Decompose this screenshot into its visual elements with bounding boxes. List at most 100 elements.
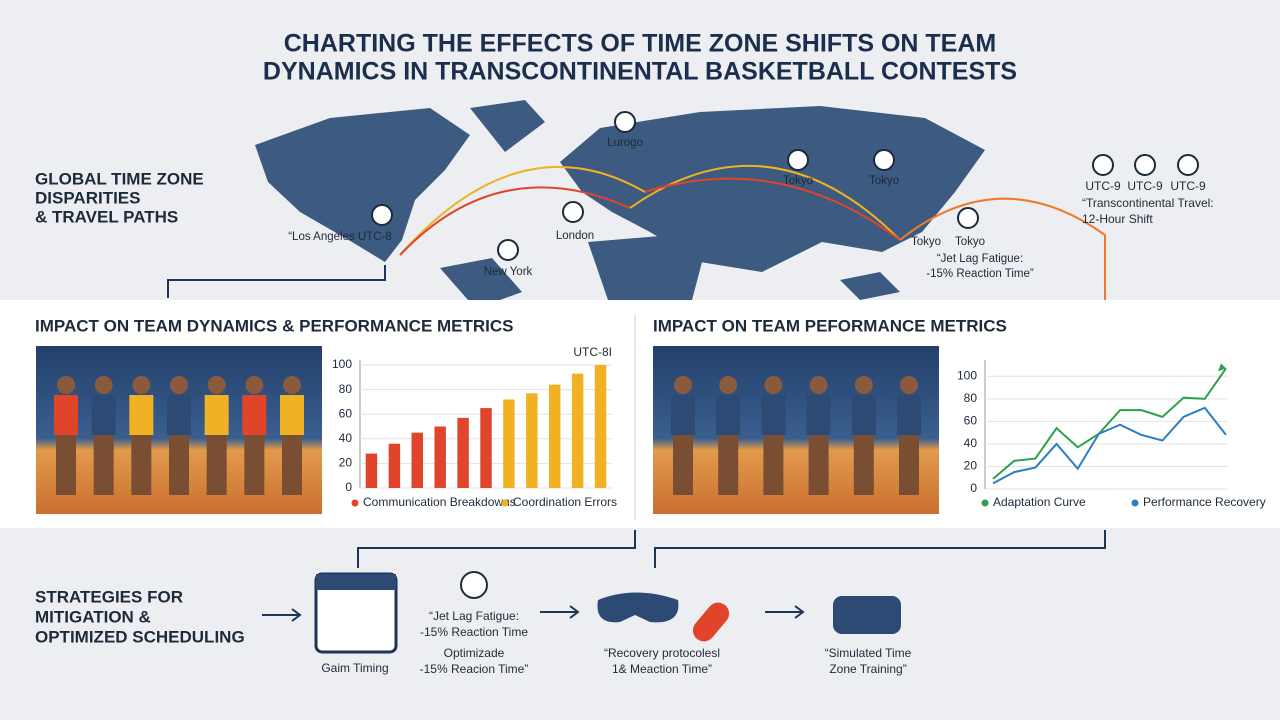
annotation: UTC-8I	[573, 345, 612, 359]
strategy-text: Zone Training”	[829, 662, 906, 676]
section-heading: MITIGATION &	[35, 607, 151, 626]
travel-paths	[167, 164, 1106, 568]
bar	[457, 417, 469, 488]
bar	[365, 453, 378, 488]
bar	[388, 443, 401, 488]
player-legs	[169, 435, 189, 495]
player-head	[283, 376, 301, 394]
map-label: Lurogo	[607, 137, 643, 149]
map-label: Tokyo	[783, 175, 813, 187]
player-head	[900, 376, 918, 394]
player-head	[854, 376, 873, 394]
y-tick-label: 100	[332, 357, 352, 371]
player-legs	[808, 435, 829, 495]
strategy-text: -15% Reacion Time”	[420, 662, 529, 676]
player-head	[170, 376, 188, 394]
player-head	[132, 376, 151, 394]
legend-swatch	[351, 499, 359, 507]
legend-label: Communication Breakdowns	[363, 495, 516, 509]
map-label: New York	[484, 266, 533, 278]
line	[992, 367, 1227, 480]
y-tick-label: 0	[970, 481, 977, 495]
player-legs	[763, 435, 784, 495]
player-legs	[93, 435, 114, 495]
section-heading: & TRAVEL PATHS	[35, 207, 178, 226]
arrow-head	[1218, 363, 1226, 372]
map-label: Tokyo	[955, 236, 985, 248]
strategy-text: Optimizade	[444, 646, 505, 660]
utc-label: UTC-9	[1170, 179, 1206, 193]
map-label: London	[556, 230, 594, 242]
strategy-text: Gaim Timing	[321, 661, 388, 675]
bar	[503, 399, 515, 488]
y-tick-label: 80	[339, 382, 353, 396]
legend-swatch	[981, 499, 989, 507]
player-legs	[131, 435, 152, 495]
player-body	[806, 395, 831, 435]
bar	[434, 426, 446, 488]
section-heading: DISPARITIES	[35, 188, 140, 207]
line	[992, 406, 1227, 485]
y-tick-label: 20	[964, 459, 978, 473]
player-legs	[282, 435, 302, 495]
y-tick-label: 40	[964, 436, 978, 450]
bar	[411, 432, 423, 488]
player-body	[761, 395, 786, 435]
player-legs	[718, 435, 739, 495]
title: CHARTING THE EFFECTS OF TIME ZONE SHIFTS…	[284, 30, 997, 58]
player-legs	[899, 435, 919, 495]
bar	[480, 408, 492, 488]
player-legs	[853, 435, 874, 495]
legend-swatch	[501, 499, 509, 507]
player-head	[94, 376, 113, 394]
player-body	[204, 395, 229, 435]
photos	[36, 346, 939, 514]
player-body	[716, 395, 741, 435]
player-head	[719, 376, 738, 394]
map-note: “Jet Lag Fatigue:	[937, 253, 1023, 265]
y-tick-label: 60	[964, 414, 978, 428]
utc-label: UTC-9	[1127, 179, 1163, 193]
clocks	[371, 111, 1199, 599]
y-tick-label: 0	[345, 480, 352, 494]
player-body	[897, 395, 921, 435]
map-note: -15% Reaction Time”	[926, 268, 1034, 280]
player-body	[54, 395, 78, 435]
player-body	[242, 395, 267, 435]
travel-note: “Transcontinental Travel:	[1082, 196, 1214, 210]
strategy-text: “Simulated Time	[825, 646, 912, 660]
title: DYNAMICS IN TRANSCONTINENTAL BASKETBALL …	[263, 58, 1017, 86]
y-tick-label: 20	[339, 456, 353, 470]
map-label: Tokyo	[869, 175, 899, 187]
strategy-icons	[262, 572, 901, 654]
strategy-text: -15% Reaction Time	[420, 625, 528, 639]
y-tick-label: 100	[957, 368, 977, 382]
player-head	[674, 376, 692, 394]
player-legs	[56, 435, 76, 495]
player-legs	[206, 435, 227, 495]
section-heading: STRATEGIES FOR	[35, 587, 183, 606]
legend-swatch	[1131, 499, 1139, 507]
legend-label: Coordination Errors	[513, 495, 617, 509]
player-head	[809, 376, 828, 394]
player-legs	[673, 435, 693, 495]
bar	[526, 393, 538, 488]
bar	[549, 384, 561, 488]
y-tick-label: 40	[339, 431, 353, 445]
map-label: “Los Angeles UTC-8	[288, 231, 392, 243]
player-head	[207, 376, 226, 394]
player-body	[129, 395, 154, 435]
player-body	[280, 395, 304, 435]
strategy-text: “Recovery protocolesl	[604, 646, 720, 660]
section-heading: OPTIMIZED SCHEDULING	[35, 627, 245, 646]
section-heading: GLOBAL TIME ZONE	[35, 169, 204, 188]
bar	[571, 373, 584, 488]
panel-heading: IMPACT ON TEAM PEFORMANCE METRICS	[653, 316, 1007, 335]
panel-heading: IMPACT ON TEAM DYNAMICS & PERFORMANCE ME…	[35, 316, 514, 335]
y-tick-label: 80	[964, 391, 978, 405]
travel-note: 12-Hour Shift	[1082, 212, 1153, 226]
player-body	[167, 395, 191, 435]
strategy-text: “Jet Lag Fatigue:	[429, 609, 519, 623]
